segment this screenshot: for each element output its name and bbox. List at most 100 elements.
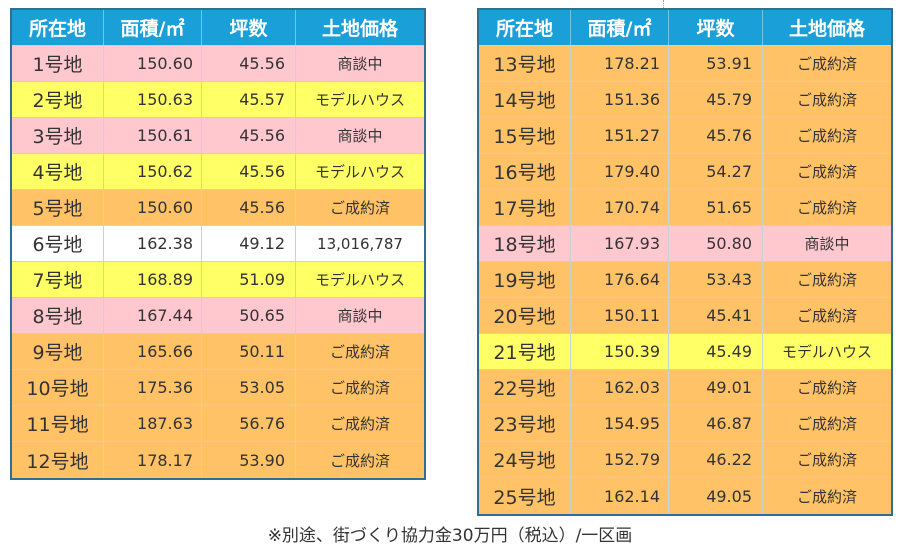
table-row: 21号地 150.39 45.49 モデルハウス (479, 334, 891, 370)
tsubo-value: 45.56 (202, 190, 296, 225)
tsubo-value: 45.56 (202, 46, 296, 81)
area-value: 150.63 (104, 82, 202, 117)
area-value: 162.14 (571, 478, 669, 514)
area-value: 152.79 (571, 442, 669, 477)
price-status: 商談中 (337, 307, 383, 325)
price-status: モデルハウス (314, 163, 405, 181)
price-status: ご成約済 (796, 487, 857, 506)
lot-number: 21号地 (479, 334, 571, 369)
area-value: 154.95 (571, 406, 669, 441)
table-row: 1号地 150.60 45.56 商談中 (12, 46, 424, 82)
price-status: 商談中 (804, 235, 850, 253)
table-row: 18号地 167.93 50.80 商談中 (479, 226, 891, 262)
table-header: 所在地 面積/㎡ 坪数 土地価格 (479, 10, 891, 46)
area-value: 167.93 (571, 226, 669, 261)
tsubo-value: 51.09 (202, 262, 296, 297)
price-status: ご成約済 (329, 415, 390, 433)
lot-number: 12号地 (12, 442, 104, 478)
table-row: 2号地 150.63 45.57 モデルハウス (12, 82, 424, 118)
table-row: 23号地 154.95 46.87 ご成約済 (479, 406, 891, 442)
table-row: 15号地 151.27 45.76 ご成約済 (479, 118, 891, 154)
header-location: 所在地 (479, 10, 571, 45)
table-row: 13号地 178.21 53.91 ご成約済 (479, 46, 891, 82)
tsubo-value: 45.76 (669, 118, 763, 153)
header-price: 土地価格 (321, 18, 398, 40)
table-row: 9号地 165.66 50.11 ご成約済 (12, 334, 424, 370)
price-status: ご成約済 (796, 163, 857, 181)
table-row: 10号地 175.36 53.05 ご成約済 (12, 370, 424, 406)
lot-number: 13号地 (479, 46, 571, 81)
tsubo-value: 45.41 (669, 298, 763, 333)
lot-number: 16号地 (479, 154, 571, 189)
lot-number: 11号地 (12, 406, 104, 441)
tsubo-value: 49.01 (669, 370, 763, 405)
price-status: 13,016,787 (317, 234, 403, 253)
tsubo-value: 51.65 (669, 190, 763, 225)
lot-number: 19号地 (479, 262, 571, 297)
tsubo-value: 45.56 (202, 154, 296, 189)
table-row: 25号地 162.14 49.05 ご成約済 (479, 478, 891, 514)
lot-number: 7号地 (12, 262, 104, 297)
header-tsubo: 坪数 (202, 10, 296, 45)
table-row: 19号地 176.64 53.43 ご成約済 (479, 262, 891, 298)
tsubo-value: 45.49 (669, 334, 763, 369)
price-status: モデルハウス (314, 271, 405, 289)
tsubo-value: 50.65 (202, 298, 296, 333)
price-status: ご成約済 (796, 415, 857, 433)
area-value: 151.36 (571, 82, 669, 117)
table-row: 4号地 150.62 45.56 モデルハウス (12, 154, 424, 190)
lot-number: 24号地 (479, 442, 571, 477)
area-value: 175.36 (104, 370, 202, 405)
tsubo-value: 46.87 (669, 406, 763, 441)
lot-number: 6号地 (12, 226, 104, 261)
table-row: 11号地 187.63 56.76 ご成約済 (12, 406, 424, 442)
price-status: 商談中 (337, 55, 383, 73)
area-value: 150.11 (571, 298, 669, 333)
table-row: 17号地 170.74 51.65 ご成約済 (479, 190, 891, 226)
lot-number: 9号地 (12, 334, 104, 369)
header-area: 面積/㎡ (571, 10, 669, 45)
tsubo-value: 56.76 (202, 406, 296, 441)
price-status: ご成約済 (329, 379, 390, 397)
lot-number: 23号地 (479, 406, 571, 441)
area-value: 178.17 (104, 442, 202, 478)
price-status: ご成約済 (796, 451, 857, 469)
price-status: ご成約済 (329, 199, 390, 217)
area-value: 150.60 (104, 190, 202, 225)
table-row: 24号地 152.79 46.22 ご成約済 (479, 442, 891, 478)
tsubo-value: 45.57 (202, 82, 296, 117)
table-row: 16号地 179.40 54.27 ご成約済 (479, 154, 891, 190)
area-value: 151.27 (571, 118, 669, 153)
tsubo-value: 53.43 (669, 262, 763, 297)
lot-number: 20号地 (479, 298, 571, 333)
lot-number: 14号地 (479, 82, 571, 117)
tsubo-value: 50.11 (202, 334, 296, 369)
table-row: 7号地 168.89 51.09 モデルハウス (12, 262, 424, 298)
lot-number: 4号地 (12, 154, 104, 189)
tsubo-value: 46.22 (669, 442, 763, 477)
price-status: ご成約済 (796, 127, 857, 145)
header-area: 面積/㎡ (104, 10, 202, 45)
header-tsubo: 坪数 (669, 10, 763, 45)
price-status: 商談中 (337, 127, 383, 145)
lot-number: 18号地 (479, 226, 571, 261)
table-row: 3号地 150.61 45.56 商談中 (12, 118, 424, 154)
lot-number: 3号地 (12, 118, 104, 153)
price-status: モデルハウス (314, 91, 405, 109)
lot-number: 10号地 (12, 370, 104, 405)
table-row: 20号地 150.11 45.41 ご成約済 (479, 298, 891, 334)
table-row: 14号地 151.36 45.79 ご成約済 (479, 82, 891, 118)
price-status: ご成約済 (796, 91, 857, 109)
area-value: 162.03 (571, 370, 669, 405)
area-value: 179.40 (571, 154, 669, 189)
area-value: 176.64 (571, 262, 669, 297)
tsubo-value: 53.91 (669, 46, 763, 81)
price-status: ご成約済 (796, 271, 857, 289)
lot-number: 2号地 (12, 82, 104, 117)
table-row: 12号地 178.17 53.90 ご成約済 (12, 442, 424, 478)
lot-number: 25号地 (479, 478, 571, 514)
tsubo-value: 49.12 (202, 226, 296, 261)
tsubo-value: 49.05 (669, 478, 763, 514)
area-value: 178.21 (571, 46, 669, 81)
header-price: 土地価格 (788, 18, 865, 40)
